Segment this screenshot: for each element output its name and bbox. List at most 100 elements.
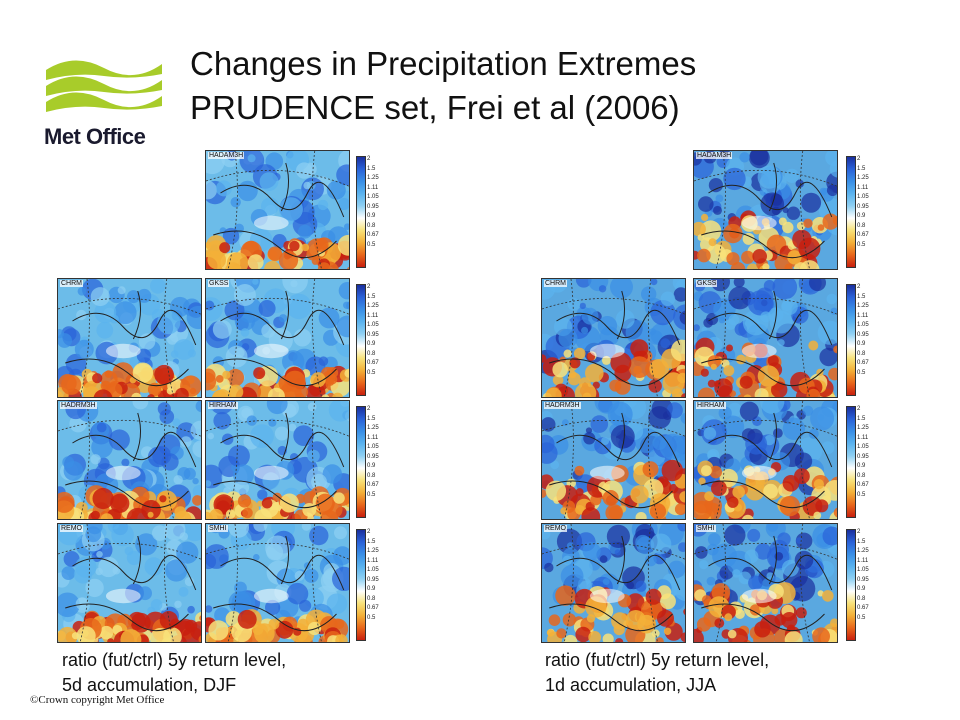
colorbar-tick-label: 2	[857, 406, 861, 412]
left-colorbar-ticks-0: 2 1.5 1.25 1.11 1.05 0.95 0.9 0.8 0.67 0.5	[367, 155, 379, 250]
colorbar-tick-label: 2	[367, 529, 371, 535]
colorbar-tick-label: 0.95	[857, 576, 869, 583]
colorbar-tick-label: 1.25	[857, 175, 869, 181]
colorbar-tick-label: 0.67	[367, 232, 379, 238]
colorbar-tick-label: 0.95	[367, 331, 379, 338]
colorbar-tick-label: 0.5	[367, 241, 376, 248]
colorbar-tick-label: 0.5	[857, 614, 866, 621]
colorbar-tick-label: 2	[367, 284, 371, 290]
left-colorbar-1	[356, 284, 366, 396]
colorbar-tick-label: 0.67	[857, 482, 869, 488]
map-label: CHRM	[60, 280, 83, 287]
colorbar-tick-label: 1.05	[367, 194, 379, 200]
right-map-hadrm3h: HADRM3H	[541, 400, 686, 520]
colorbar-tick-label: 1.5	[857, 293, 866, 300]
left-colorbar-0	[356, 156, 366, 268]
right-colorbar-0	[846, 156, 856, 268]
colorbar-tick-label: 1.25	[367, 425, 379, 431]
left-colorbar-ticks-3: 2 1.5 1.25 1.11 1.05 0.95 0.9 0.8 0.67 0.5	[367, 528, 379, 623]
left-caption: ratio (fut/ctrl) 5y return level, 5d acc…	[62, 648, 286, 698]
colorbar-tick-label: 2	[367, 156, 371, 162]
colorbar-tick-label: 1.25	[857, 548, 869, 554]
right-map-hirham: HIRHAM	[693, 400, 838, 520]
colorbar-tick-label: 1.11	[367, 434, 379, 441]
colorbar-tick-label: 1.5	[367, 293, 376, 300]
left-map-gkss: GKSS	[205, 278, 350, 398]
colorbar-tick-label: 0.95	[367, 576, 379, 583]
colorbar-tick-label: 0.95	[857, 453, 869, 460]
map-label: CHRM	[544, 280, 567, 287]
slide-title: Changes in Precipitation Extremes PRUDEN…	[190, 42, 696, 130]
right-map-smhi: SMHI	[693, 523, 838, 643]
left-map-remo: REMO	[57, 523, 202, 643]
colorbar-tick-label: 1.25	[857, 303, 869, 309]
colorbar-tick-label: 0.8	[857, 595, 866, 602]
colorbar-tick-label: 1.11	[857, 312, 869, 319]
map-label: SMHI	[696, 525, 716, 532]
right-colorbar-ticks-0: 2 1.5 1.25 1.11 1.05 0.95 0.9 0.8 0.67 0.5	[857, 155, 869, 250]
colorbar-tick-label: 0.8	[857, 222, 866, 229]
map-label: HADAM3H	[208, 152, 245, 159]
colorbar-tick-label: 0.95	[857, 203, 869, 210]
colorbar-tick-label: 1.11	[367, 557, 379, 564]
colorbar-tick-label: 1.11	[857, 434, 869, 441]
colorbar-tick-label: 0.9	[857, 586, 866, 592]
map-label: REMO	[60, 525, 83, 532]
title-line-2: PRUDENCE set, Frei et al (2006)	[190, 89, 680, 126]
right-colorbar-3	[846, 529, 856, 641]
colorbar-tick-label: 1.11	[367, 184, 379, 191]
right-colorbar-ticks-1: 2 1.5 1.25 1.11 1.05 0.95 0.9 0.8 0.67 0.5	[857, 283, 869, 378]
left-caption-line-1: ratio (fut/ctrl) 5y return level,	[62, 650, 287, 670]
left-colorbar-ticks-2: 2 1.5 1.25 1.11 1.05 0.95 0.9 0.8 0.67 0.5	[367, 405, 379, 500]
colorbar-tick-label: 0.8	[857, 350, 866, 357]
colorbar-tick-label: 0.8	[857, 472, 866, 479]
colorbar-tick-label: 1.25	[367, 175, 379, 181]
colorbar-tick-label: 1.5	[857, 165, 866, 172]
map-label: HIRHAM	[696, 402, 726, 409]
colorbar-tick-label: 0.9	[367, 341, 376, 347]
colorbar-tick-label: 2	[857, 156, 861, 162]
colorbar-tick-label: 0.9	[367, 463, 376, 469]
colorbar-tick-label: 0.67	[857, 605, 869, 611]
right-map-remo: REMO	[541, 523, 686, 643]
title-line-1: Changes in Precipitation Extremes	[190, 45, 697, 82]
colorbar-tick-label: 1.25	[367, 303, 379, 309]
colorbar-tick-label: 0.5	[857, 491, 866, 498]
right-colorbar-1	[846, 284, 856, 396]
colorbar-tick-label: 0.9	[857, 341, 866, 347]
colorbar-tick-label: 1.05	[857, 322, 869, 328]
right-colorbar-2	[846, 406, 856, 518]
met-office-logo-waves	[46, 60, 162, 112]
colorbar-tick-label: 0.9	[857, 213, 866, 219]
colorbar-tick-label: 0.8	[367, 595, 376, 602]
colorbar-tick-label: 1.11	[857, 184, 869, 191]
colorbar-tick-label: 0.5	[367, 369, 376, 376]
colorbar-tick-label: 0.5	[367, 614, 376, 621]
left-colorbar-2	[356, 406, 366, 518]
colorbar-tick-label: 0.9	[367, 213, 376, 219]
colorbar-tick-label: 2	[857, 529, 861, 535]
colorbar-tick-label: 1.5	[367, 165, 376, 172]
colorbar-tick-label: 0.9	[857, 463, 866, 469]
colorbar-tick-label: 1.25	[857, 425, 869, 431]
colorbar-tick-label: 1.5	[367, 415, 376, 422]
left-map-smhi: SMHI	[205, 523, 350, 643]
colorbar-tick-label: 1.05	[367, 322, 379, 328]
colorbar-tick-label: 0.95	[367, 453, 379, 460]
colorbar-tick-label: 0.5	[857, 369, 866, 376]
colorbar-tick-label: 0.8	[367, 222, 376, 229]
colorbar-tick-label: 1.5	[367, 538, 376, 545]
left-map-hadam3h: HADAM3H	[205, 150, 350, 270]
colorbar-tick-label: 0.5	[857, 241, 866, 248]
colorbar-tick-label: 0.67	[367, 360, 379, 366]
map-label: SMHI	[208, 525, 228, 532]
right-map-hadam3h: HADAM3H	[693, 150, 838, 270]
colorbar-tick-label: 0.5	[367, 491, 376, 498]
colorbar-tick-label: 1.11	[857, 557, 869, 564]
right-caption: ratio (fut/ctrl) 5y return level, 1d acc…	[545, 648, 769, 698]
right-caption-line-1: ratio (fut/ctrl) 5y return level,	[545, 650, 770, 670]
left-colorbar-3	[356, 529, 366, 641]
colorbar-tick-label: 1.05	[857, 567, 869, 573]
left-map-hadrm3h: HADRM3H	[57, 400, 202, 520]
map-label: HADRM3H	[60, 402, 97, 409]
